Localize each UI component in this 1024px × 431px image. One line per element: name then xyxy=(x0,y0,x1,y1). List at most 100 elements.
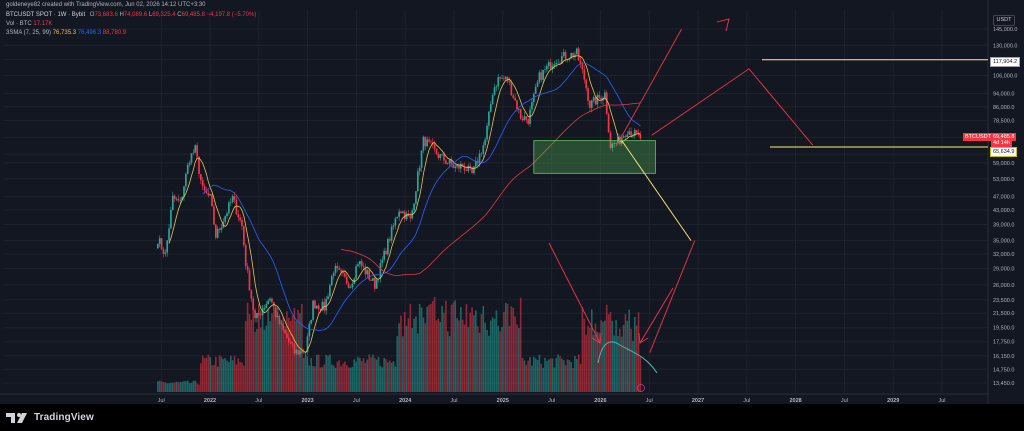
volume-bar xyxy=(570,361,573,392)
candle-body xyxy=(570,53,573,59)
candle-body xyxy=(276,315,279,317)
x-tick-label: Jul xyxy=(548,398,555,404)
candle-body xyxy=(632,135,634,137)
volume-curve-drawing[interactable] xyxy=(597,341,658,374)
candle-body xyxy=(278,315,281,325)
volume-bar xyxy=(269,321,271,392)
volume-bar xyxy=(504,302,507,392)
volume-bar xyxy=(256,328,258,392)
arrow-head-up[interactable] xyxy=(716,18,730,32)
candle-body xyxy=(186,164,189,174)
projection-line[interactable] xyxy=(649,240,696,353)
volume-bar xyxy=(525,364,528,392)
volume-bar xyxy=(327,355,329,392)
candle-body xyxy=(439,154,442,158)
candle-body xyxy=(590,100,593,108)
volume-bar xyxy=(287,317,290,392)
candle-body xyxy=(336,265,339,269)
currency-label[interactable]: USDT xyxy=(993,15,1015,26)
volume-bar xyxy=(334,367,337,392)
x-tick-label: 2023 xyxy=(301,398,313,404)
candle-body xyxy=(263,307,266,310)
volume-bar xyxy=(351,366,354,392)
support-zone[interactable] xyxy=(533,140,656,174)
symbol-legend: BTCUSDT SPOT · 1W · Bybit O73,683.6 H74,… xyxy=(6,12,256,18)
volume-bar xyxy=(394,366,397,392)
candle-body xyxy=(516,100,518,110)
candle-body xyxy=(375,279,378,289)
candle-body xyxy=(295,350,298,354)
candle-body xyxy=(220,227,223,230)
close-value: 69,485.8 xyxy=(181,12,205,18)
volume-bar xyxy=(347,367,350,392)
replay-icon[interactable] xyxy=(637,384,645,392)
low-value: 69,325.4 xyxy=(152,12,176,18)
volume-bar xyxy=(398,323,400,392)
candle-body xyxy=(373,277,376,289)
arrow-down-left[interactable] xyxy=(548,242,601,344)
candle-body xyxy=(299,350,301,355)
arrow-head-right[interactable] xyxy=(638,332,649,344)
candle-body xyxy=(358,261,361,265)
volume-bar xyxy=(572,367,574,392)
volume-bar xyxy=(403,311,406,392)
x-tick-label: 2026 xyxy=(594,398,606,404)
volume-bar xyxy=(276,307,279,392)
candle-body xyxy=(478,153,481,164)
volume-bar xyxy=(566,359,569,392)
volume-bar xyxy=(209,357,212,392)
candle-body xyxy=(433,144,436,149)
candle-body xyxy=(239,217,241,220)
sma-25-line xyxy=(202,62,641,332)
candle-body xyxy=(448,159,451,164)
y-tick-label: 145,000.0 xyxy=(993,27,1017,33)
volume-bar xyxy=(362,358,365,392)
volume-bar xyxy=(252,308,255,392)
candle-body xyxy=(209,194,212,196)
candle-body xyxy=(364,266,367,275)
sma-legend: 3SMA (7, 25, 99) 76,735.3 76,496.3 88,78… xyxy=(6,30,126,36)
volume-bar xyxy=(493,318,496,392)
volume-bar xyxy=(280,319,283,392)
volume-bar xyxy=(330,364,333,392)
projection-line[interactable] xyxy=(651,68,814,146)
volume-bar xyxy=(417,333,419,392)
candle-body xyxy=(454,166,457,169)
volume-bar xyxy=(439,322,442,392)
candle-body xyxy=(243,226,245,246)
volume-bar xyxy=(433,297,436,392)
sma-7-line xyxy=(168,55,641,353)
projection-line[interactable] xyxy=(621,140,692,241)
candle-body xyxy=(308,323,311,337)
candle-body xyxy=(329,285,331,297)
arrow-head-left[interactable] xyxy=(591,332,602,344)
candle-body xyxy=(521,118,524,121)
sma-99-value: 88,780.9 xyxy=(102,30,127,36)
volume-bar xyxy=(400,315,402,392)
volume-bar xyxy=(568,360,571,392)
candle-body xyxy=(310,319,313,324)
volume-bar xyxy=(338,360,341,392)
y-tick-label: 21,500.0 xyxy=(993,311,1014,317)
volume-bar xyxy=(557,354,559,392)
candle-body xyxy=(546,66,548,70)
volume-bar xyxy=(216,366,219,392)
candle-body xyxy=(173,195,176,200)
candle-body xyxy=(581,64,584,70)
candle-body xyxy=(585,79,588,89)
candle-body xyxy=(452,164,455,169)
volume-bar xyxy=(460,307,462,392)
candle-body xyxy=(261,309,264,316)
candle-body xyxy=(630,131,632,137)
candle-body xyxy=(334,265,337,273)
volume-bar xyxy=(181,381,183,392)
projection-line[interactable] xyxy=(615,28,682,147)
candle-body xyxy=(237,214,240,218)
volume-bar xyxy=(454,300,457,392)
volume-bar xyxy=(312,366,314,392)
volume-bar xyxy=(231,360,234,392)
x-tick-label: 2027 xyxy=(692,398,704,404)
volume-bar xyxy=(619,328,621,392)
arrow-down-right[interactable] xyxy=(639,287,674,344)
